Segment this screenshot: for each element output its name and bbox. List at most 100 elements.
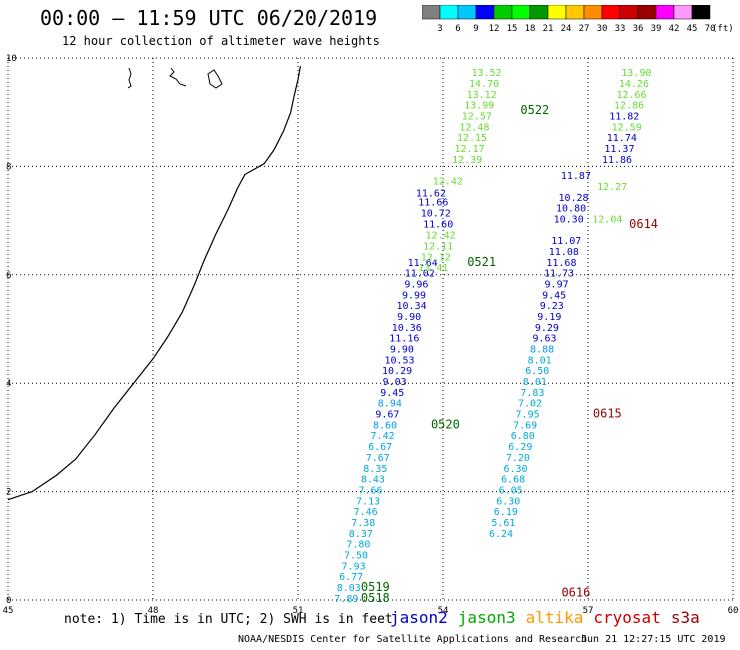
- color-scale-label: 12: [489, 24, 500, 33]
- wave-height-label: 13.90: [621, 68, 651, 79]
- wave-height-label: 7.46: [354, 507, 378, 518]
- wave-height-label: 10.53: [384, 355, 414, 366]
- color-scale-label: 45: [687, 24, 698, 33]
- wave-height-label: 9.63: [532, 334, 556, 345]
- x-tick-label: 45: [3, 606, 14, 616]
- color-scale-unit: (ft): [712, 24, 734, 33]
- wave-height-label: 11.74: [607, 133, 637, 144]
- color-scale-label: 21: [543, 24, 554, 33]
- wave-height-label: 6.80: [511, 431, 535, 442]
- color-swatch: [422, 5, 441, 20]
- wave-height-label: 6.30: [496, 496, 520, 507]
- wave-height-label: 7.83: [520, 388, 544, 399]
- x-tick-label: 54: [438, 606, 449, 616]
- x-tick-label: 48: [148, 606, 159, 616]
- y-tick-label: 8: [6, 162, 11, 172]
- pass-time-label: 0520: [431, 417, 460, 431]
- color-scale-label: 24: [561, 24, 572, 33]
- y-tick-label: 0: [6, 596, 11, 606]
- pass-time-label: 0521: [467, 255, 496, 269]
- wave-height-label: 9.03: [383, 377, 407, 388]
- color-swatch: [691, 5, 711, 20]
- wave-height-label: 12.17: [455, 144, 485, 155]
- wave-height-label: 11.73: [544, 269, 574, 280]
- wave-height-label: 11.86: [602, 155, 632, 166]
- legend-item-jason2: jason2: [390, 608, 448, 627]
- wave-height-label: 11.08: [549, 247, 579, 258]
- wave-height-label: 13.12: [467, 90, 497, 101]
- color-swatch: [583, 5, 603, 20]
- legend-item-jason3: jason3: [457, 608, 516, 627]
- wave-height-label: 12.04: [592, 214, 622, 225]
- wave-height-label: 11.87: [561, 171, 591, 182]
- wave-height-label: 9.97: [545, 279, 569, 290]
- page-title: 00:00 – 11:59 UTC 06/20/2019: [40, 6, 378, 30]
- wave-height-label: 10.36: [392, 323, 422, 334]
- wave-height-label: 8.01: [528, 355, 552, 366]
- color-swatch: [619, 5, 639, 20]
- island-outlines: [127, 67, 223, 89]
- wave-height-label: 11.07: [551, 236, 581, 247]
- wave-height-label: 7.95: [516, 410, 540, 421]
- color-scale-label: 70: [705, 24, 716, 33]
- wave-height-label: 12.12: [421, 252, 451, 263]
- wave-height-label: 6.19: [494, 507, 518, 518]
- wave-height-label: 7.50: [344, 550, 368, 561]
- color-scale-label: 3: [437, 24, 442, 33]
- wave-height-label: 14.70: [469, 79, 499, 90]
- wave-height-label: 6.05: [499, 485, 523, 496]
- color-scale-bar: 3 6 9 12 15 18 21 24 27 30 33 36 39 42 45 70(ft): [422, 5, 734, 33]
- pass-time-label: 0522: [520, 103, 549, 117]
- y-tick-label: 10: [6, 54, 17, 64]
- wave-height-label: 9.23: [540, 301, 564, 312]
- wave-height-label: 11.37: [604, 144, 634, 155]
- wave-height-label: 12.42: [426, 231, 456, 242]
- color-swatch: [655, 5, 675, 20]
- units-note: note: 1) Time is in UTC; 2) SWH is in fe…: [64, 612, 393, 627]
- color-scale-label: 15: [507, 24, 518, 33]
- satellite-legend: jason2 jason3 altika cryosat s3a: [390, 608, 710, 627]
- wave-height-label: 12.59: [612, 122, 642, 133]
- x-tick-label: 51: [293, 606, 304, 616]
- wave-height-label: 13.52: [471, 68, 501, 79]
- color-swatch: [673, 5, 693, 20]
- wave-height-label: 6.77: [339, 572, 363, 583]
- wave-height-label: 9.90: [390, 345, 414, 356]
- color-scale-label: 9: [473, 24, 478, 33]
- wave-height-label: 7.80: [346, 540, 370, 551]
- color-scale-label: 36: [633, 24, 644, 33]
- wave-height-label: 9.29: [535, 323, 559, 334]
- color-swatch: [547, 5, 567, 20]
- wave-height-label: 11.16: [389, 334, 419, 345]
- wave-height-label: 8.35: [363, 464, 387, 475]
- legend-item-cryosat: cryosat: [593, 608, 661, 627]
- wave-height-label: 13.99: [464, 101, 494, 112]
- color-swatch: [637, 5, 657, 20]
- wave-height-label: 8.43: [361, 475, 385, 486]
- wave-height-label: 7.38: [351, 518, 375, 529]
- wave-height-label: 12.57: [462, 111, 492, 122]
- wave-height-label: 14.26: [619, 79, 649, 90]
- pass-time-label: 0519: [361, 580, 390, 594]
- generation-timestamp: Jun 21 12:27:15 UTC 2019: [581, 634, 726, 645]
- wave-height-label: 11.68: [546, 258, 576, 269]
- wave-height-label: 5.61: [491, 518, 515, 529]
- color-scale-label: 6: [455, 24, 460, 33]
- wave-height-label: 8.37: [349, 529, 373, 540]
- credit-line: NOAA/NESDIS Center for Satellite Applica…: [238, 634, 588, 645]
- x-tick-label: 60: [728, 606, 739, 616]
- wave-height-label: 12.66: [616, 90, 646, 101]
- wave-height-label: 10.28: [558, 193, 588, 204]
- color-swatch: [439, 5, 459, 20]
- wave-height-label: 7.89: [334, 594, 358, 605]
- pass-time-label: 0518: [361, 591, 390, 605]
- color-swatch: [565, 5, 585, 20]
- color-scale-label: 27: [579, 24, 590, 33]
- wave-height-label: 9.45: [380, 388, 404, 399]
- wave-height-label: 6.50: [525, 366, 549, 377]
- wave-height-label: 7.02: [518, 399, 542, 410]
- color-swatch: [529, 5, 549, 20]
- wave-height-label: 11.82: [609, 111, 639, 122]
- legend-item-altika: altika: [525, 608, 584, 627]
